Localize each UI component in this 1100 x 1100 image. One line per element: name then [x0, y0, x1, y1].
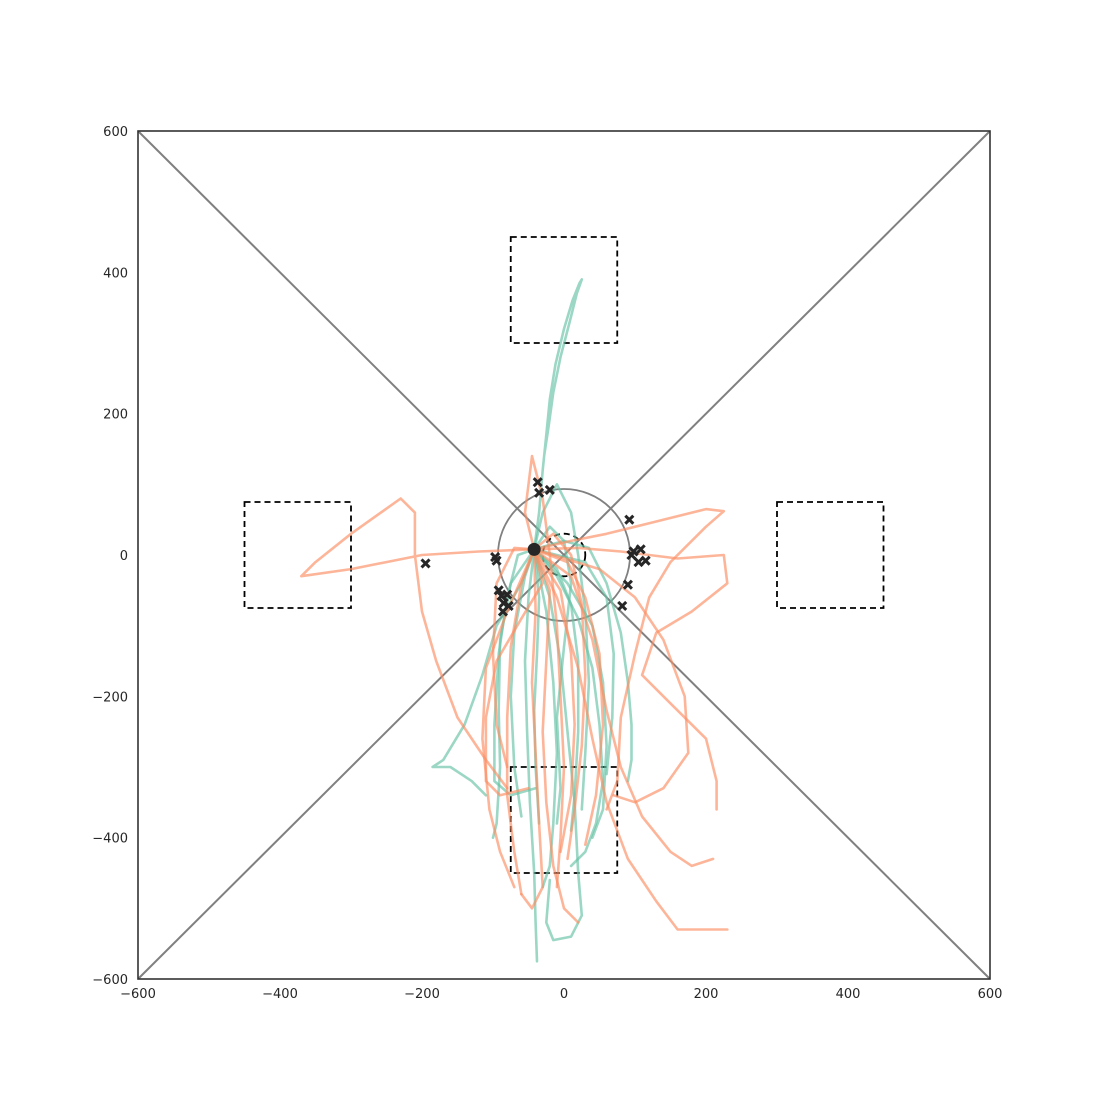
trajectory-green-11: [532, 483, 591, 811]
y-tick-label-6: −400: [92, 832, 128, 847]
end-marker-4: [624, 514, 635, 525]
trajectory-orange-14: [484, 548, 544, 797]
target-box-right: [776, 501, 885, 609]
x-tick-label-2: −400: [262, 987, 298, 1002]
center-circle-inner: [541, 532, 587, 578]
trajectory-orange-1: [300, 497, 536, 790]
trajectory-orange-3: [532, 546, 729, 811]
axis-ticks: −600 −400 −200 0 200 400 600 600 400 200 0 −200 −400…: [92, 125, 1002, 1002]
trajectory-green-7: [532, 539, 633, 783]
end-marker-12: [420, 558, 431, 569]
end-marker-20: [497, 606, 509, 617]
y-tick-label-2: 400: [103, 266, 128, 281]
start-point-layer: [527, 542, 541, 556]
plot-frame: [137, 130, 991, 980]
end-marker-2: [534, 487, 545, 498]
trajectory-orange-11: [532, 532, 587, 861]
trajectory-orange-10: [532, 548, 605, 846]
start-point: [527, 542, 541, 556]
trajectory-green-6: [532, 548, 605, 868]
x-tick-label-7: 600: [978, 987, 1003, 1002]
end-marker-3: [544, 484, 555, 496]
x-tick-label-3: −200: [404, 987, 440, 1002]
trajectory-orange-13: [532, 548, 690, 804]
x-tick-label-5: 200: [694, 987, 719, 1002]
y-tick-label-3: 200: [103, 408, 128, 423]
y-tick-label-7: −600: [92, 973, 128, 988]
trajectory-orange-8: [523, 454, 566, 889]
trajectory-orange-5: [481, 548, 536, 889]
trajectory-green-1: [532, 278, 584, 551]
diagonal-lines: [137, 130, 991, 980]
trajectory-green-10: [532, 548, 608, 839]
y-tick-label-4: 0: [120, 549, 128, 564]
y-tick-label-5: −200: [92, 690, 128, 705]
x-tick-label-1: −600: [120, 987, 156, 1002]
end-marker-15: [493, 585, 504, 596]
end-marker-18: [498, 597, 509, 609]
x-tick-label-4: 0: [560, 987, 568, 1002]
trajectories: [300, 278, 729, 963]
trajectory-orange-16: [491, 546, 536, 769]
target-box-left: [243, 501, 352, 609]
trajectory-green-16: [532, 525, 573, 825]
end-marker-10: [622, 579, 633, 590]
trajectory-orange-9: [505, 548, 536, 896]
trajectory-orange-6: [532, 548, 715, 868]
end-marker-14: [491, 555, 502, 566]
end-marker-11: [617, 600, 628, 611]
trajectory-orange-2: [532, 507, 726, 811]
end-marker-17: [502, 589, 513, 600]
end-marker-6: [635, 544, 646, 555]
x-tick-label-6: 400: [836, 987, 861, 1002]
trajectory-green-13: [532, 548, 580, 832]
diagonal-line-2: [137, 130, 991, 980]
end-marker-1: [532, 477, 543, 488]
trajectory-orange-4: [520, 548, 544, 910]
end-marker-9: [640, 555, 651, 566]
end-markers: [420, 477, 651, 617]
y-tick-label-1: 600: [103, 125, 128, 140]
trajectory-orange-15: [532, 548, 576, 854]
trajectory-orange-12: [532, 548, 580, 924]
end-marker-7: [626, 549, 637, 561]
trajectory-green-8: [532, 548, 559, 889]
end-marker-8: [633, 557, 644, 568]
